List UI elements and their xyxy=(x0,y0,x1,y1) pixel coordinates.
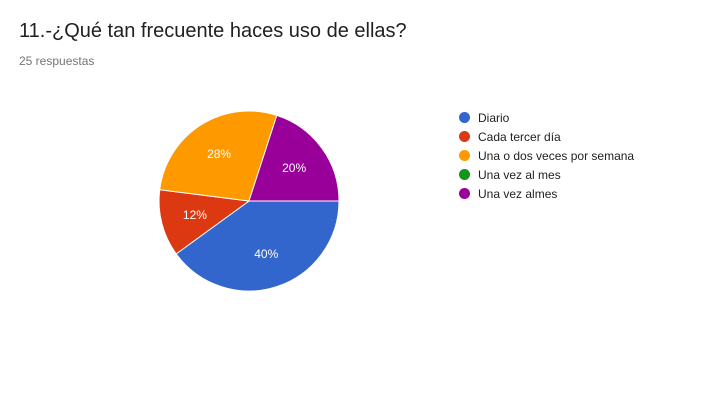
pie-slice-label-5: 20% xyxy=(282,161,306,175)
legend-swatch-icon xyxy=(459,169,470,180)
pie-slice-5[interactable] xyxy=(248,114,340,202)
response-count: 25 respuestas xyxy=(19,54,95,68)
legend-swatch-icon xyxy=(459,112,470,123)
legend-label: Diario xyxy=(478,110,510,125)
pie-slice-label-2: 12% xyxy=(183,208,207,222)
legend-item-3[interactable]: Una o dos veces por semana xyxy=(459,146,634,165)
legend-label: Cada tercer día xyxy=(478,129,561,144)
pie-slice-label-3: 28% xyxy=(207,147,231,161)
legend-label: Una vez al mes xyxy=(478,167,561,182)
legend-item-4[interactable]: Una vez al mes xyxy=(459,165,634,184)
pie-slices xyxy=(158,110,340,292)
pie-slice-3[interactable] xyxy=(159,110,278,202)
legend-item-5[interactable]: Una vez almes xyxy=(459,184,634,203)
chart-legend: Diario Cada tercer día Una o dos veces por… xyxy=(459,108,634,203)
pie-slice-1[interactable] xyxy=(175,200,340,292)
question-title: 11.-¿Qué tan frecuente haces uso de ella… xyxy=(19,20,407,42)
pie-slice-labels: 40% 12% 28% 20% xyxy=(183,147,307,261)
pie-slice-2[interactable] xyxy=(158,189,251,255)
legend-swatch-icon xyxy=(459,150,470,161)
legend-label: Una o dos veces por semana xyxy=(478,148,635,163)
legend-swatch-icon xyxy=(459,131,470,142)
legend-label: Una vez almes xyxy=(478,186,558,201)
legend-item-2[interactable]: Cada tercer día xyxy=(459,127,634,146)
legend-item-1[interactable]: Diario xyxy=(459,108,634,127)
pie-slice-label-1: 40% xyxy=(254,247,278,261)
legend-swatch-icon xyxy=(459,188,470,199)
